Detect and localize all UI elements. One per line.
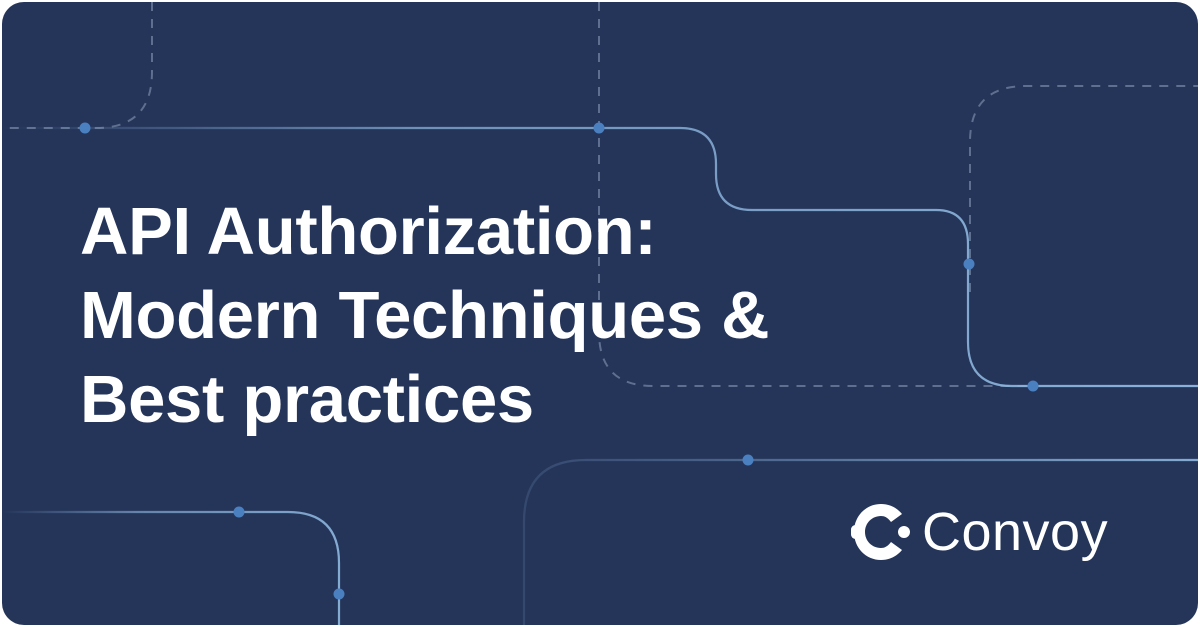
solid-line-upper — [2, 126, 1198, 388]
node-dot — [593, 122, 605, 134]
brand-name: Convoy — [922, 502, 1109, 562]
brand-logo: Convoy — [850, 500, 1108, 564]
headline: API Authorization: Modern Techniques & B… — [80, 190, 769, 442]
headline-line-3: Best practices — [80, 362, 534, 437]
headline-line-1: API Authorization: — [80, 194, 657, 269]
node-dot — [1027, 380, 1039, 392]
dashed-line-top-left — [2, 2, 153, 129]
dashed-line-right — [969, 85, 1198, 292]
dashed-line-center — [598, 2, 1032, 387]
headline-line-2: Modern Techniques & — [80, 278, 770, 353]
node-dot — [79, 122, 91, 134]
node-dot — [333, 588, 345, 600]
solid-line-middle — [522, 458, 1198, 625]
convoy-logo-icon — [851, 504, 910, 560]
solid-line-lower — [2, 510, 341, 625]
node-dot — [233, 506, 245, 518]
node-dot — [742, 454, 754, 466]
node-dot — [963, 258, 975, 270]
